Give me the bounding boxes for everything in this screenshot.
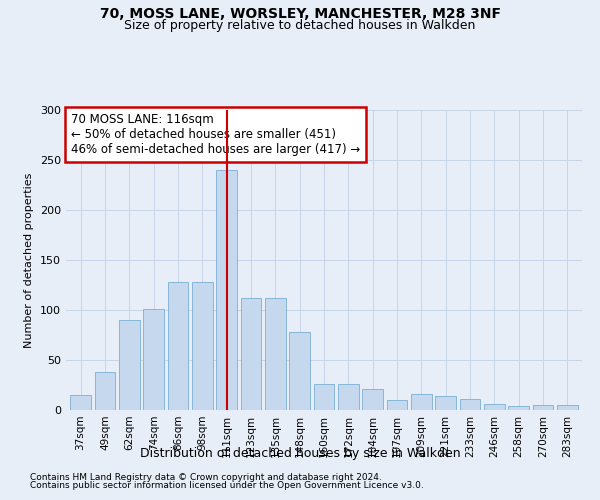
Bar	[70, 395, 91, 410]
Text: 70, MOSS LANE, WORSLEY, MANCHESTER, M28 3NF: 70, MOSS LANE, WORSLEY, MANCHESTER, M28 …	[100, 8, 500, 22]
Bar	[314, 384, 334, 410]
Bar	[557, 405, 578, 410]
Bar	[484, 404, 505, 410]
Bar	[436, 396, 456, 410]
Bar	[192, 282, 212, 410]
Text: Contains public sector information licensed under the Open Government Licence v3: Contains public sector information licen…	[30, 481, 424, 490]
Y-axis label: Number of detached properties: Number of detached properties	[25, 172, 34, 348]
Bar	[216, 170, 237, 410]
Bar	[460, 399, 481, 410]
Bar	[386, 400, 407, 410]
Bar	[241, 298, 262, 410]
Bar	[533, 405, 553, 410]
Bar	[289, 332, 310, 410]
Text: Distribution of detached houses by size in Walkden: Distribution of detached houses by size …	[140, 448, 460, 460]
Bar	[265, 298, 286, 410]
Bar	[411, 394, 432, 410]
Text: 70 MOSS LANE: 116sqm
← 50% of detached houses are smaller (451)
46% of semi-deta: 70 MOSS LANE: 116sqm ← 50% of detached h…	[71, 113, 361, 156]
Bar	[362, 389, 383, 410]
Bar	[119, 320, 140, 410]
Bar	[508, 406, 529, 410]
Bar	[95, 372, 115, 410]
Bar	[167, 282, 188, 410]
Text: Size of property relative to detached houses in Walkden: Size of property relative to detached ho…	[124, 19, 476, 32]
Bar	[338, 384, 359, 410]
Text: Contains HM Land Registry data © Crown copyright and database right 2024.: Contains HM Land Registry data © Crown c…	[30, 472, 382, 482]
Bar	[143, 309, 164, 410]
